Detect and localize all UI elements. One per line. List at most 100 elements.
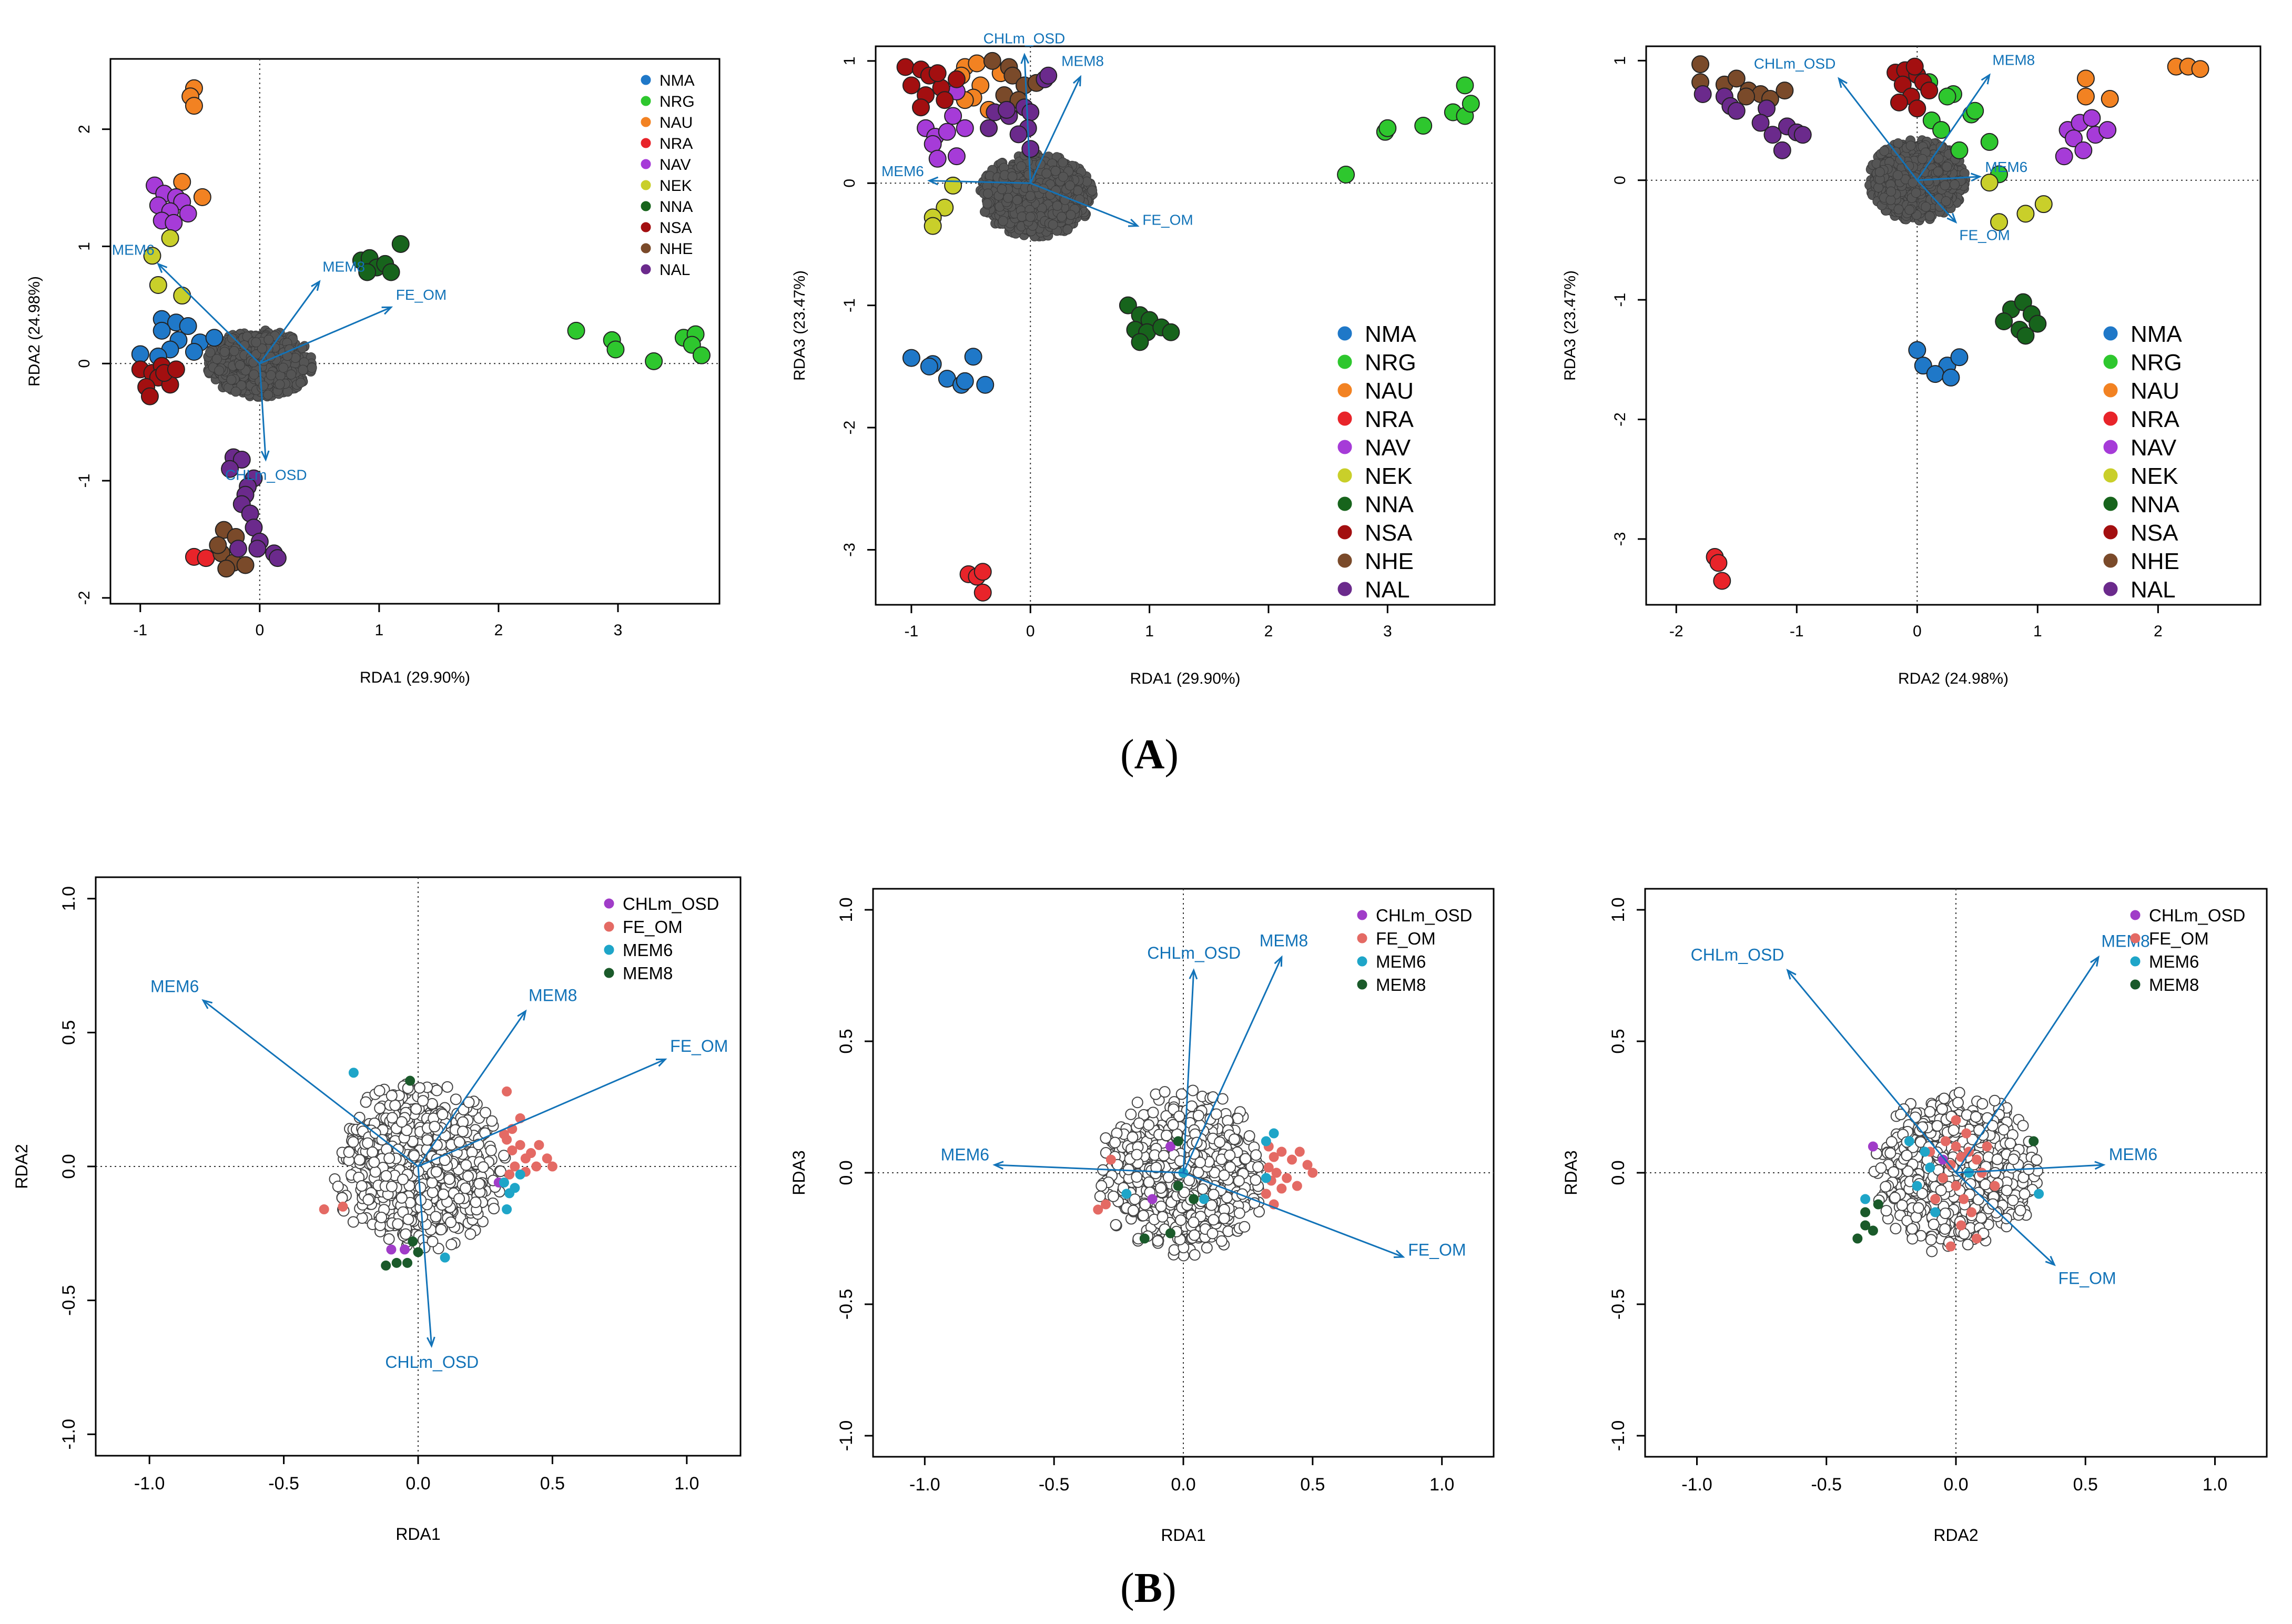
snp-point bbox=[1064, 180, 1075, 191]
vector-head bbox=[927, 176, 939, 186]
data-point bbox=[1751, 114, 1770, 132]
data-point bbox=[2098, 121, 2117, 139]
plot-area bbox=[131, 79, 711, 578]
legend-swatch bbox=[641, 243, 651, 253]
snp-point bbox=[257, 343, 268, 354]
snp-point bbox=[239, 340, 250, 351]
vector-head bbox=[311, 280, 321, 291]
data-point bbox=[1021, 103, 1040, 121]
legend-label: NAL bbox=[660, 261, 690, 279]
x-tick-label: 1.0 bbox=[674, 1474, 699, 1494]
snp-point bbox=[1908, 177, 1918, 188]
data-point bbox=[197, 549, 215, 567]
legend-label: NEK bbox=[2131, 463, 2178, 489]
vector-label: MEM6 bbox=[881, 163, 924, 179]
snp-point bbox=[1058, 171, 1069, 182]
legend-swatch bbox=[1337, 468, 1352, 483]
vector-line bbox=[157, 263, 260, 364]
data-point bbox=[248, 540, 267, 558]
snp-point bbox=[248, 357, 259, 368]
snp-point bbox=[286, 369, 297, 380]
data-point bbox=[149, 276, 167, 294]
data-point bbox=[1378, 119, 1397, 137]
vector-line bbox=[1916, 74, 1990, 181]
y-tick-label: 1 bbox=[841, 57, 858, 66]
vector-head bbox=[1072, 75, 1081, 87]
data-point bbox=[912, 98, 930, 117]
legend-label: NSA bbox=[660, 219, 692, 237]
snp-point bbox=[229, 346, 239, 356]
snp-point bbox=[1885, 195, 1896, 205]
snp-point bbox=[266, 370, 276, 380]
legend-swatch bbox=[641, 117, 651, 127]
data-point bbox=[143, 247, 161, 265]
snp-point bbox=[258, 380, 269, 391]
vector-mem6: MEM6 bbox=[881, 163, 1031, 186]
data-point bbox=[968, 54, 986, 73]
snp-point bbox=[205, 347, 216, 358]
series-nra bbox=[185, 547, 215, 567]
legend-label: NEK bbox=[1365, 463, 1412, 489]
vector-mem6: MEM6 bbox=[112, 242, 260, 364]
data-point bbox=[209, 536, 227, 554]
data-point bbox=[1131, 333, 1149, 351]
data-point bbox=[268, 549, 287, 567]
snp-point bbox=[1924, 211, 1935, 221]
legend-label: NAV bbox=[2131, 435, 2177, 461]
vector-head bbox=[1981, 73, 1991, 85]
data-point bbox=[936, 198, 954, 217]
snp-point bbox=[307, 362, 317, 373]
data-point bbox=[936, 91, 954, 109]
legend-swatch bbox=[2103, 525, 2118, 540]
snp-point bbox=[1923, 176, 1934, 186]
data-point bbox=[1908, 341, 1926, 359]
y-tick-label: -3 bbox=[841, 543, 858, 557]
data-point bbox=[1691, 55, 1710, 74]
legend-swatch bbox=[1337, 496, 1352, 511]
data-point bbox=[973, 583, 992, 602]
snp-point bbox=[1892, 170, 1903, 180]
series-nhe bbox=[983, 52, 1046, 109]
legend-label: NAU bbox=[1365, 378, 1414, 404]
legend-swatch bbox=[641, 201, 651, 211]
x-tick-label: -1 bbox=[1790, 623, 1804, 640]
legend-label: NAL bbox=[2131, 577, 2176, 603]
data-point bbox=[236, 556, 255, 574]
x-tick-label: 3 bbox=[1383, 623, 1392, 640]
vector-chlm-osd: CHLm_OSD bbox=[983, 30, 1065, 184]
data-point bbox=[1727, 102, 1746, 120]
chart-b1: -1.0 -0.5 0.0 0.5 1.0-1.0-0.50.00.51.0RDA1RD… bbox=[12, 876, 742, 1544]
snp-point bbox=[1062, 224, 1073, 235]
series-nau bbox=[173, 79, 211, 206]
data-point bbox=[232, 450, 251, 469]
data-point bbox=[153, 321, 171, 340]
data-point bbox=[1119, 296, 1137, 314]
snp-point bbox=[998, 216, 1008, 226]
vector-fe-om: FE_OM bbox=[259, 287, 447, 364]
x-tick-label: 0 bbox=[255, 622, 264, 639]
data-point bbox=[956, 372, 974, 390]
data-point bbox=[1793, 126, 1812, 144]
x-tick-label: 0.5 bbox=[540, 1474, 565, 1494]
legend-swatch bbox=[641, 138, 651, 148]
legend-label: NHE bbox=[660, 240, 693, 258]
vector-line bbox=[1916, 179, 1956, 223]
vector-head bbox=[381, 306, 393, 315]
legend-swatch bbox=[1337, 383, 1352, 398]
series-nma bbox=[131, 310, 224, 366]
snp-point bbox=[1066, 210, 1076, 220]
snp-point bbox=[1052, 200, 1062, 211]
data-point bbox=[1950, 348, 1969, 367]
legend-label: NAV bbox=[1365, 435, 1411, 461]
legend-swatch bbox=[2103, 383, 2118, 398]
data-point bbox=[185, 342, 203, 361]
snp-point bbox=[1933, 166, 1943, 177]
data-point bbox=[2065, 129, 2083, 148]
y-tick-label: -0.5 bbox=[59, 1285, 79, 1316]
data-point bbox=[1773, 141, 1791, 159]
y-tick-label: 1.0 bbox=[59, 886, 79, 911]
data-point bbox=[1713, 572, 1731, 590]
data-point bbox=[2016, 205, 2035, 223]
